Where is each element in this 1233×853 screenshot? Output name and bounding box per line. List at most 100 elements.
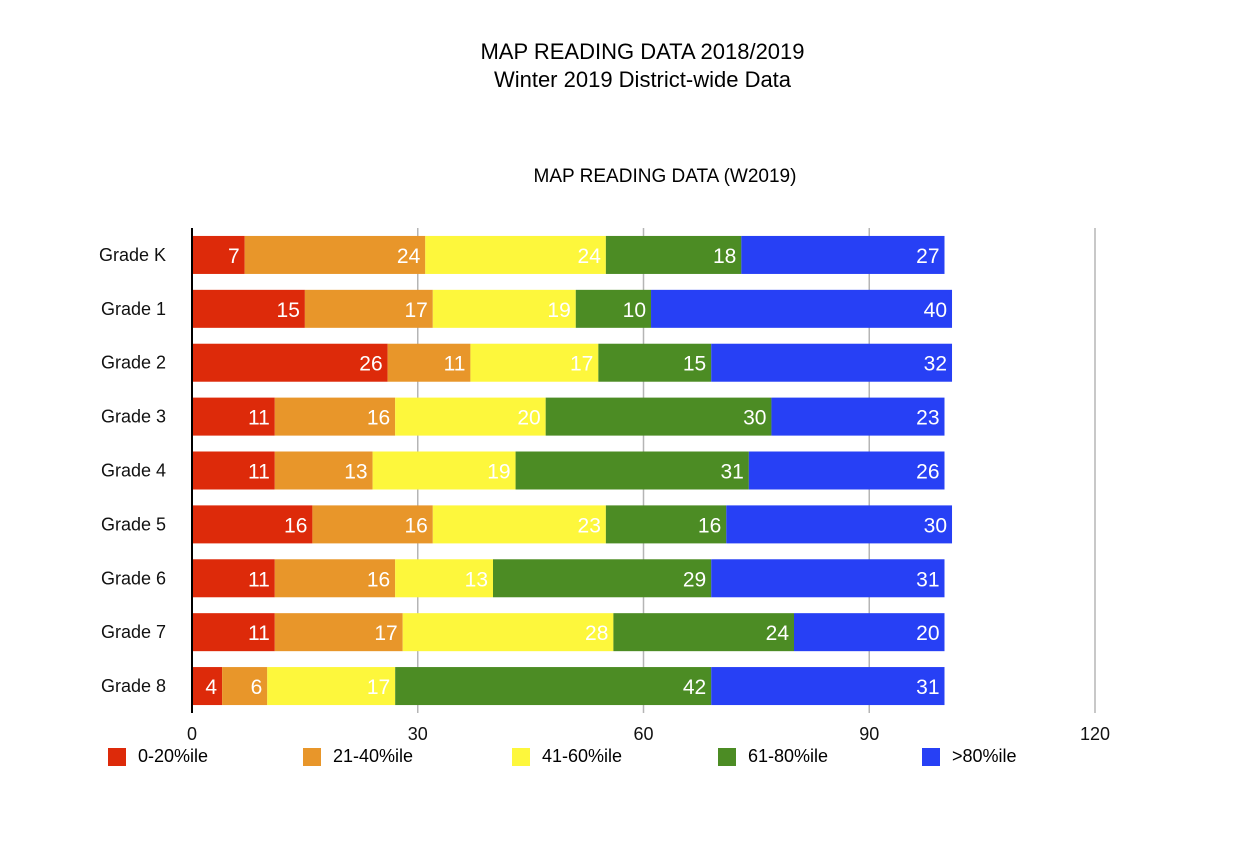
bar-segment: [304, 289, 433, 328]
legend-label: >80%ile: [952, 746, 1017, 766]
bar-segment: [794, 613, 945, 652]
x-tick-label: 90: [859, 724, 879, 744]
data-label: 27: [916, 245, 939, 268]
bar-segment: [395, 559, 493, 598]
data-label: 29: [683, 568, 706, 591]
bar-segment: [613, 613, 794, 652]
data-label: 28: [585, 622, 608, 645]
legend-item: >80%ile: [922, 746, 1017, 767]
data-label: 16: [367, 568, 390, 591]
bar-segment: [192, 613, 275, 652]
category-label: Grade 2: [101, 353, 166, 373]
data-label: 24: [397, 245, 421, 268]
bar-segment: [425, 235, 606, 274]
bar-segment: [312, 505, 433, 544]
bar-segment: [192, 451, 275, 490]
main-title: MAP READING DATA 2018/2019 Winter 2019 D…: [0, 38, 1233, 94]
bar-segment: [192, 505, 313, 544]
data-label: 16: [284, 514, 307, 537]
data-label: 13: [344, 461, 367, 484]
bar-segment: [192, 343, 388, 382]
data-label: 11: [444, 353, 466, 376]
bar-segment: [545, 397, 772, 436]
x-tick-label: 60: [633, 724, 653, 744]
data-label: 32: [924, 353, 947, 376]
data-label: 20: [517, 407, 540, 430]
data-label: 10: [623, 299, 646, 322]
data-label: 16: [404, 514, 427, 537]
legend-item: 0-20%ile: [108, 746, 208, 767]
x-tick-label: 120: [1080, 724, 1110, 744]
data-label: 31: [720, 461, 743, 484]
data-label: 42: [683, 676, 706, 699]
category-label: Grade 1: [101, 299, 166, 319]
bar-segment: [470, 343, 599, 382]
data-label: 17: [570, 353, 593, 376]
data-label: 30: [924, 514, 947, 537]
category-label: Grade 3: [101, 407, 166, 427]
data-label: 40: [924, 299, 947, 322]
legend-item: 61-80%ile: [718, 746, 828, 767]
data-label: 11: [248, 461, 270, 484]
main-title-line2: Winter 2019 District-wide Data: [493, 67, 792, 92]
bar-segment: [598, 343, 712, 382]
category-label: Grade 8: [101, 676, 166, 696]
category-label: Grade 7: [101, 622, 166, 642]
data-label: 20: [916, 622, 939, 645]
category-label: Grade 4: [101, 461, 166, 481]
data-label: 15: [277, 299, 300, 322]
data-label: 11: [248, 622, 270, 645]
bar-segment: [605, 235, 742, 274]
bar-segment: [711, 559, 945, 598]
bar-segment: [222, 667, 268, 706]
data-label: 6: [251, 676, 263, 699]
bar-segment: [605, 505, 727, 544]
legend-label: 21-40%ile: [333, 746, 414, 766]
bar-segment: [192, 235, 245, 274]
data-label: 19: [547, 299, 570, 322]
legend-swatch: [718, 747, 736, 766]
legend-swatch: [303, 747, 321, 766]
data-label: 26: [359, 353, 382, 376]
data-label: 11: [248, 407, 270, 430]
main-title-line1: MAP READING DATA 2018/2019: [480, 39, 805, 64]
bar-segment: [432, 505, 606, 544]
bar-segment: [274, 451, 373, 490]
data-label: 26: [916, 461, 939, 484]
data-label: 23: [916, 407, 939, 430]
bar-segment: [274, 559, 396, 598]
bar-segment: [402, 613, 614, 652]
bar-segment: [748, 451, 945, 490]
chart-title: MAP READING DATA (W2019): [533, 166, 797, 187]
bar-segment: [274, 613, 403, 652]
category-label: Grade 6: [101, 568, 166, 588]
data-label: 23: [578, 514, 601, 537]
bar-segment: [192, 397, 275, 436]
legend-label: 61-80%ile: [748, 746, 829, 766]
legend-label: 41-60%ile: [542, 746, 623, 766]
bar-segment: [192, 667, 223, 706]
data-label: 17: [374, 622, 397, 645]
data-label: 24: [578, 245, 602, 268]
bar-segment: [771, 397, 945, 436]
x-tick-label: 0: [187, 724, 197, 744]
bar-segment: [432, 289, 576, 328]
bar-segment: [726, 505, 953, 544]
bar-segment: [711, 667, 945, 706]
x-tick-label: 30: [408, 724, 428, 744]
bar-segment: [395, 397, 546, 436]
data-label: 4: [205, 676, 217, 699]
chart-legend: 0-20%ile 21-40%ile 41-60%ile 61-80%ile >80%i…: [0, 746, 1233, 770]
data-label: 31: [916, 568, 939, 591]
legend-item: 21-40%ile: [303, 746, 413, 767]
data-label: 24: [766, 622, 790, 645]
legend-label: 0-20%ile: [138, 746, 209, 766]
data-label: 7: [228, 245, 240, 268]
bar-segment: [741, 235, 945, 274]
data-label: 30: [743, 407, 766, 430]
bar-segment: [372, 451, 516, 490]
bar-segment: [493, 559, 712, 598]
bar-segment: [244, 235, 426, 274]
bar-segment: [192, 289, 305, 328]
